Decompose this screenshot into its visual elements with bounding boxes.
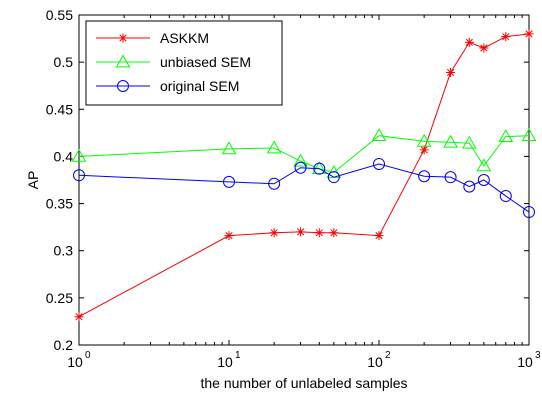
data-point (374, 231, 384, 241)
data-point (223, 175, 235, 188)
data-point (221, 141, 237, 155)
y-tick-label: 0.5 (54, 54, 74, 70)
data-point (418, 170, 431, 183)
data-point (327, 171, 340, 184)
data-point (479, 43, 489, 53)
legend: ASKKM unbiased SEM original SEM (85, 20, 283, 106)
legend-label: unbiased SEM (160, 54, 251, 70)
data-point (313, 162, 326, 175)
series-1 (74, 29, 534, 322)
legend-label: ASKKM (160, 30, 209, 46)
legend-marker (117, 80, 129, 92)
data-point (73, 169, 85, 182)
data-point (416, 133, 432, 147)
x-tick-base: 10 (67, 354, 83, 370)
series-layer (71, 29, 537, 322)
legend-marker (115, 54, 131, 68)
data-point (224, 231, 234, 241)
x-tick-exponent: 1 (235, 350, 241, 361)
data-point (498, 129, 514, 143)
x-tick-exponent: 0 (85, 350, 91, 361)
series-line (78, 135, 530, 174)
data-point (501, 32, 511, 42)
data-point (71, 148, 87, 162)
data-point (268, 177, 281, 190)
data-point (296, 227, 306, 237)
data-point (443, 134, 458, 148)
data-point (329, 228, 339, 238)
data-point (463, 180, 476, 193)
series-line (78, 163, 530, 213)
data-point (74, 312, 84, 322)
legend-entry: unbiased SEM (96, 54, 251, 70)
data-point (499, 190, 512, 203)
legend-marker (118, 33, 128, 43)
data-point (446, 68, 456, 78)
x-tick-base: 10 (217, 354, 233, 370)
series-3 (73, 157, 535, 219)
y-tick-label: 0.2 (54, 337, 74, 353)
data-point (461, 135, 477, 149)
legend-entry: ASKKM (96, 30, 209, 46)
data-point (521, 128, 537, 142)
data-point (293, 153, 308, 167)
data-point (464, 37, 474, 47)
legend-label: original SEM (160, 78, 239, 94)
y-tick-label: 0.35 (46, 196, 73, 212)
data-point (419, 145, 429, 155)
data-point (477, 174, 490, 186)
x-tick-label: 10 (67, 354, 83, 370)
data-point (524, 29, 534, 39)
y-tick-label: 0.55 (46, 7, 73, 23)
y-axis-title: AP (25, 171, 41, 190)
x-tick-base: 10 (367, 354, 383, 370)
data-point (269, 228, 279, 238)
data-point (266, 140, 282, 154)
legend-entry: original SEM (96, 78, 239, 94)
y-tick-label: 0.4 (54, 148, 74, 164)
x-tick-label: 10 (517, 354, 533, 370)
data-point (311, 161, 327, 175)
y-tick-label: 0.3 (54, 243, 74, 259)
x-tick-exponent: 3 (535, 350, 541, 361)
x-axis-title: the number of unlabeled samples (200, 375, 407, 391)
data-point (294, 161, 307, 174)
data-point (314, 228, 324, 238)
x-tick-exponent: 2 (385, 350, 391, 361)
data-point (371, 128, 387, 142)
data-point (523, 206, 535, 219)
y-tick-label: 0.45 (46, 101, 73, 117)
y-tick-label: 0.25 (46, 290, 73, 306)
x-tick-base: 10 (517, 354, 533, 370)
data-point (476, 158, 492, 172)
x-tick-label: 10 (367, 354, 383, 370)
data-point (444, 171, 457, 184)
x-tick-label: 10 (217, 354, 233, 370)
data-point (373, 157, 385, 170)
